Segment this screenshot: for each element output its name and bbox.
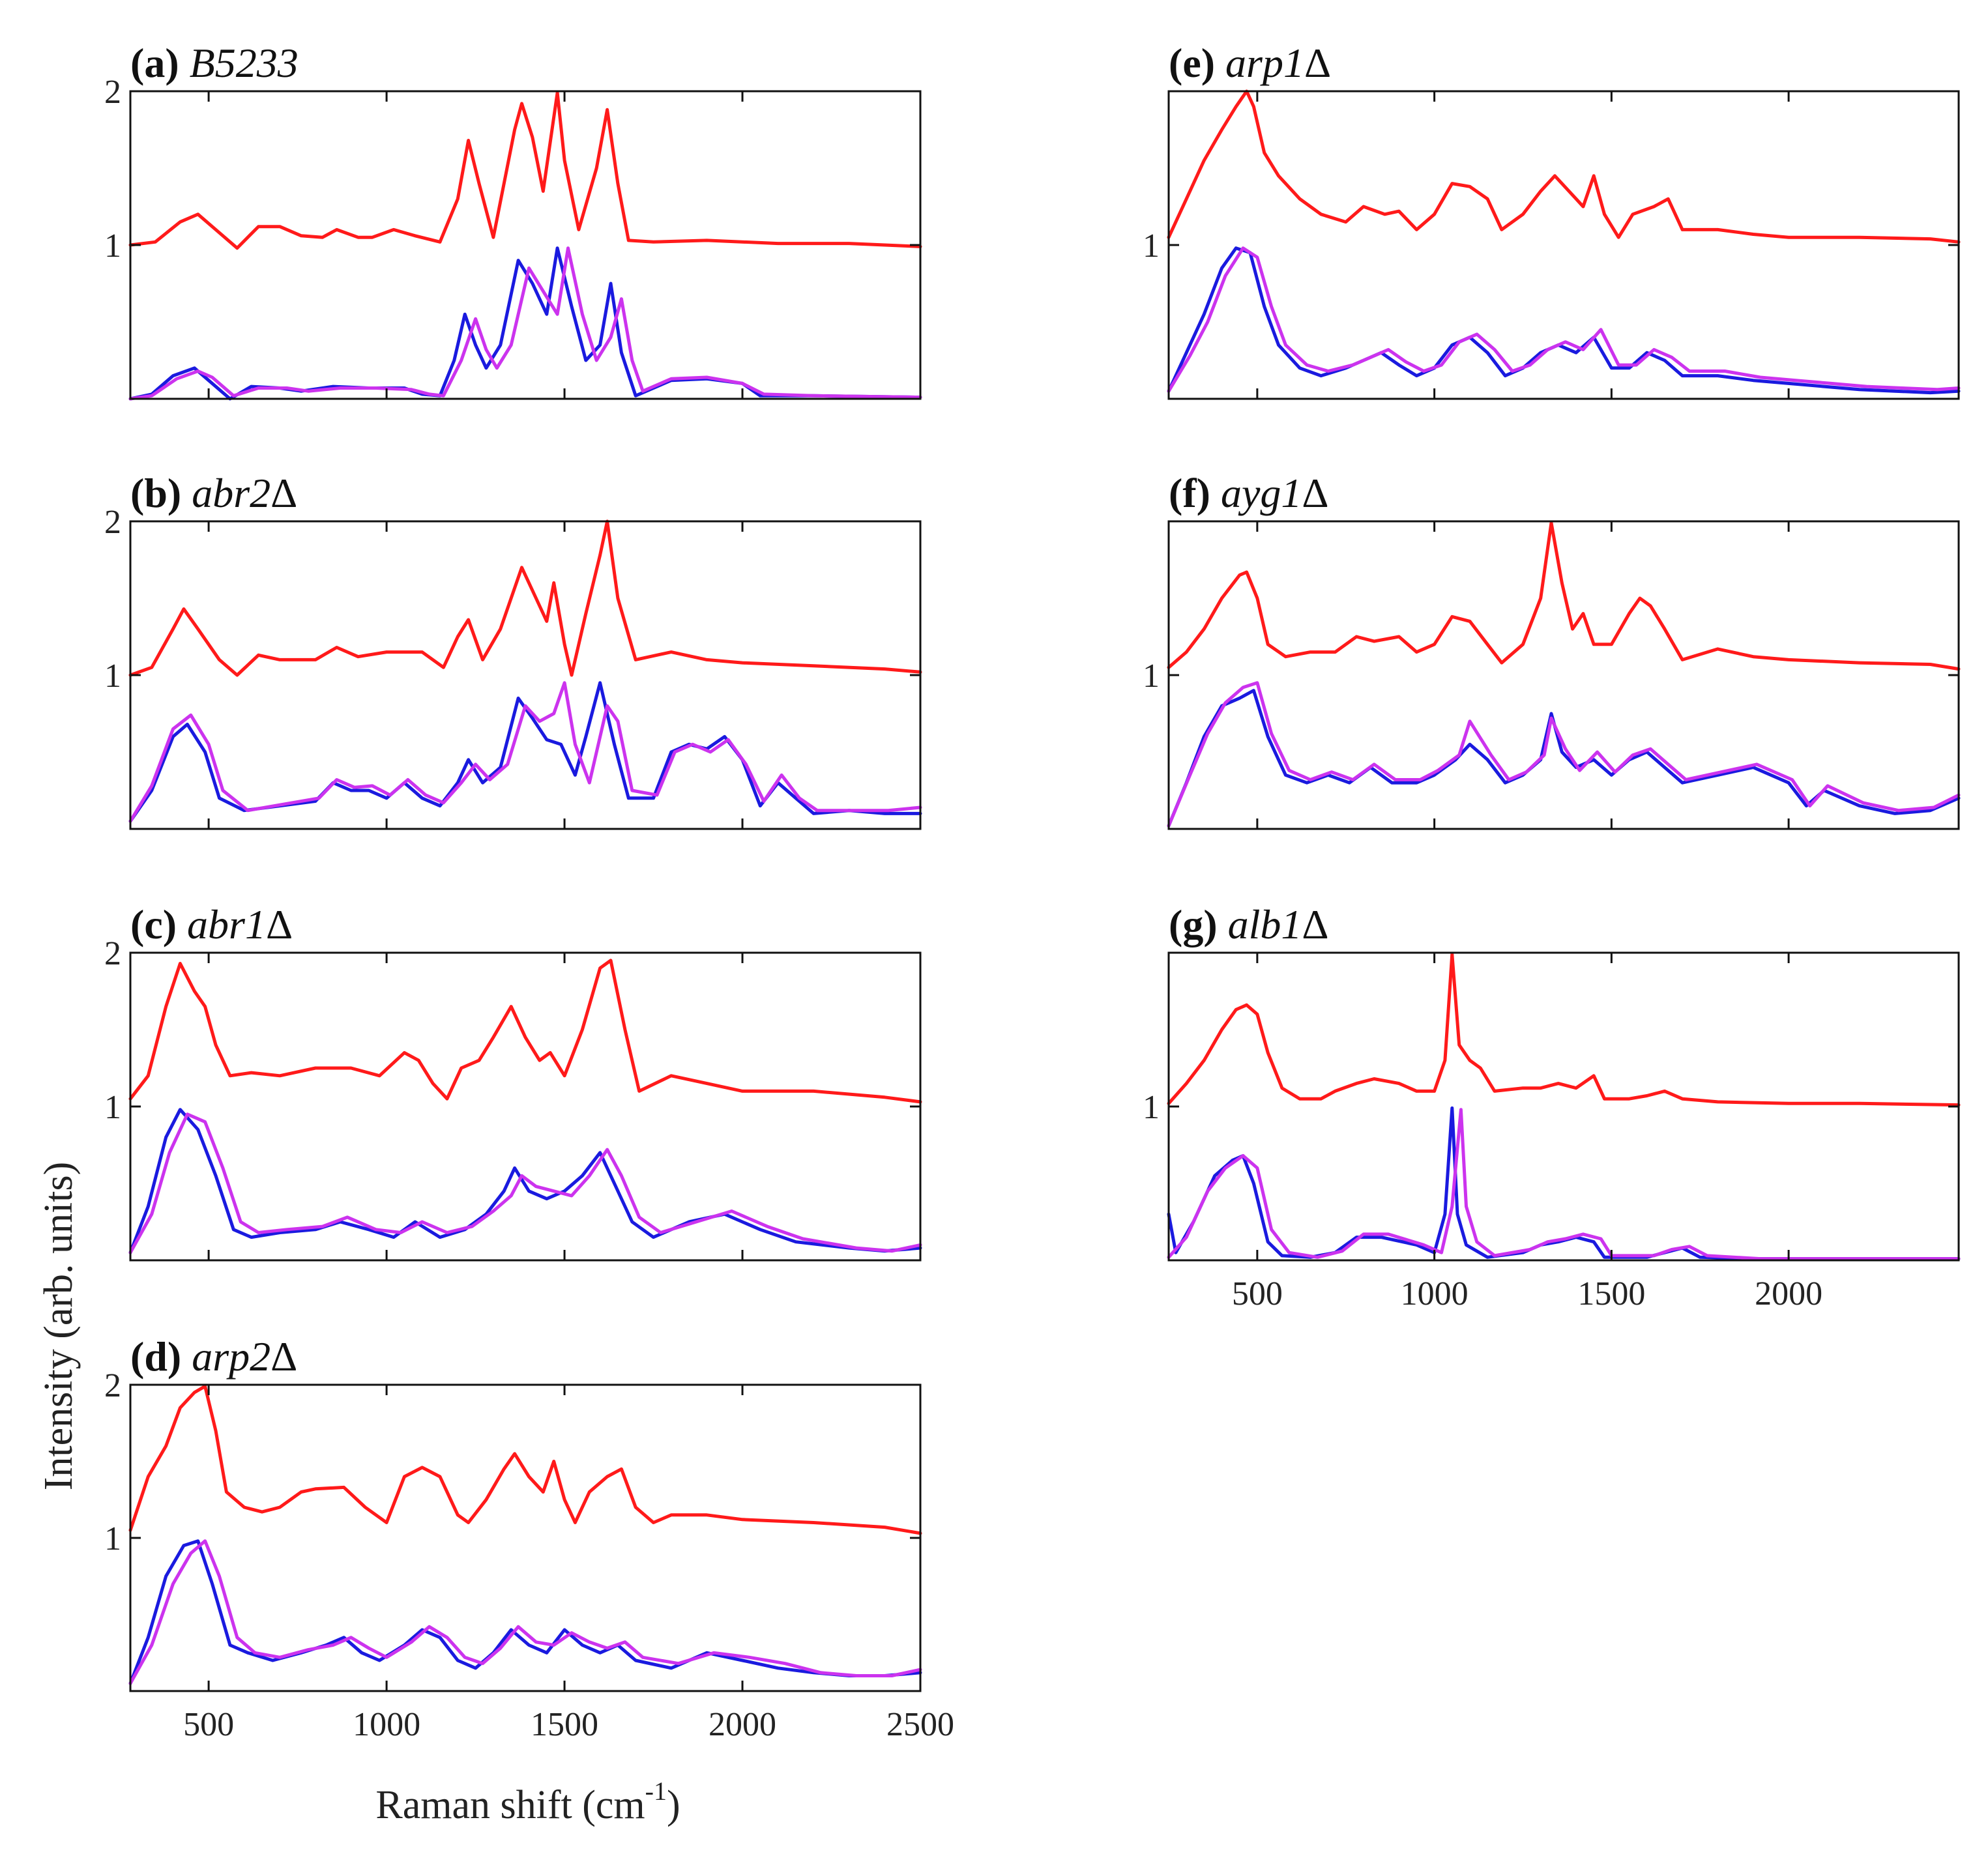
panel-c-series-blue [128, 1108, 922, 1254]
panel-a-label: (a) B5233 [130, 40, 299, 86]
panel-a-series-red [128, 91, 922, 250]
panel-d-series-red [128, 1384, 922, 1535]
panel-b-ytick-label: 2 [104, 504, 121, 541]
panel-e-ytick-label: 1 [1143, 227, 1160, 265]
panel-e-label: (e) arp1Δ [1169, 40, 1331, 86]
panel-a: (a) B5233 1 2 [104, 40, 922, 401]
panel-d-ytick-label: 1 [104, 1520, 121, 1557]
x-axis-title: Raman shift (cm-1) [375, 1776, 680, 1827]
panel-a-strain: B5233 [190, 40, 299, 86]
panel-d-strain-symbol: Δ [270, 1333, 297, 1380]
panel-g-strain-symbol: Δ [1302, 901, 1328, 948]
panel-d-strain: arp2 [192, 1333, 270, 1380]
panel-e: (e) arp1Δ 1 [1143, 40, 1961, 400]
panel-a-series-blue [128, 246, 922, 401]
panel-f: (f) ayg1Δ 1 [1143, 470, 1961, 830]
panel-a-ytick-label: 1 [104, 227, 121, 265]
x-axis-title-close: ) [667, 1783, 680, 1827]
panel-f-series-magenta [1167, 681, 1961, 828]
panel-f-ytick-label: 1 [1143, 658, 1160, 695]
panel-a-series-magenta [128, 246, 922, 401]
panel-b-strain: abr2 [192, 470, 270, 516]
panel-c-strain-symbol: Δ [266, 901, 293, 948]
panel-d-series-blue [128, 1539, 922, 1685]
panel-g-tag: (g) [1169, 901, 1228, 948]
panel-g-xtick-label: 1000 [1401, 1275, 1469, 1312]
panel-f-strain-symbol: Δ [1302, 470, 1328, 516]
panel-d-xtick-label: 2500 [886, 1706, 954, 1743]
panel-b-frame [129, 520, 922, 830]
panel-g-xtick-label: 500 [1232, 1275, 1283, 1312]
panel-g-series-magenta [1167, 1108, 1961, 1261]
panel-c-series-red [128, 959, 922, 1104]
panel-b-series-red [128, 519, 922, 677]
panel-c-ytick-label: 2 [104, 935, 121, 972]
panel-f-series-red [1167, 521, 1961, 671]
panel-b-label: (b) abr2Δ [130, 470, 297, 516]
panel-d-tag: (d) [130, 1333, 192, 1380]
panel-d-xtick-label: 1000 [353, 1706, 420, 1743]
panel-g-series-red [1167, 952, 1961, 1107]
panel-e-series-blue [1167, 246, 1961, 395]
x-axis-title-main: Raman shift (cm [375, 1783, 645, 1827]
panel-d-xtick-label: 2000 [709, 1706, 776, 1743]
panel-b-ytick-label: 1 [104, 658, 121, 695]
panel-d-xtick-label: 500 [183, 1706, 234, 1743]
panel-f-series-blue [1167, 689, 1961, 828]
panel-g-xtick-label: 2000 [1755, 1275, 1822, 1312]
panel-e-tag: (e) [1169, 40, 1225, 86]
panel-e-series-red [1167, 89, 1961, 244]
y-axis-title: Intensity (arb. units) [37, 1162, 81, 1491]
panel-g-strain: alb1 [1228, 901, 1302, 948]
panel-d-xtick-label: 1500 [531, 1706, 598, 1743]
panel-e-strain-symbol: Δ [1304, 40, 1331, 86]
panel-b-series-magenta [128, 681, 922, 823]
panel-g-label: (g) alb1Δ [1169, 901, 1329, 948]
panel-b-tag: (b) [130, 470, 192, 516]
panel-c-tag: (c) [130, 901, 187, 948]
panel-f-tag: (f) [1169, 470, 1221, 516]
panel-a-ytick-label: 2 [104, 74, 121, 111]
panel-a-tag: (a) [130, 40, 190, 86]
panel-g-series-blue [1167, 1106, 1961, 1261]
panel-g-frame [1167, 951, 1960, 1262]
panel-g-ytick-label: 1 [1143, 1089, 1160, 1126]
panel-f-frame [1167, 520, 1960, 830]
panel-d-ytick-label: 2 [104, 1367, 121, 1404]
panel-d-series-magenta [128, 1539, 922, 1685]
panel-g-xtick-label: 1500 [1577, 1275, 1645, 1312]
panel-f-strain: ayg1 [1221, 470, 1302, 516]
panel-c-frame [129, 951, 922, 1262]
panel-c-label: (c) abr1Δ [130, 901, 293, 948]
panel-e-series-magenta [1167, 246, 1961, 393]
x-axis-title-sup: -1 [645, 1776, 667, 1806]
panel-c-ytick-label: 1 [104, 1089, 121, 1126]
panel-e-strain: arp1 [1225, 40, 1304, 86]
panel-c: (c) abr1Δ 1 2 [104, 901, 922, 1262]
panel-b-strain-symbol: Δ [270, 470, 297, 516]
panel-c-series-magenta [128, 1112, 922, 1254]
panel-d-frame [129, 1383, 922, 1692]
panel-f-label: (f) ayg1Δ [1169, 470, 1329, 516]
panel-b: (b) abr2Δ 1 2 [104, 470, 922, 830]
panel-c-strain: abr1 [187, 901, 266, 948]
panel-d-label: (d) arp2Δ [130, 1333, 297, 1380]
